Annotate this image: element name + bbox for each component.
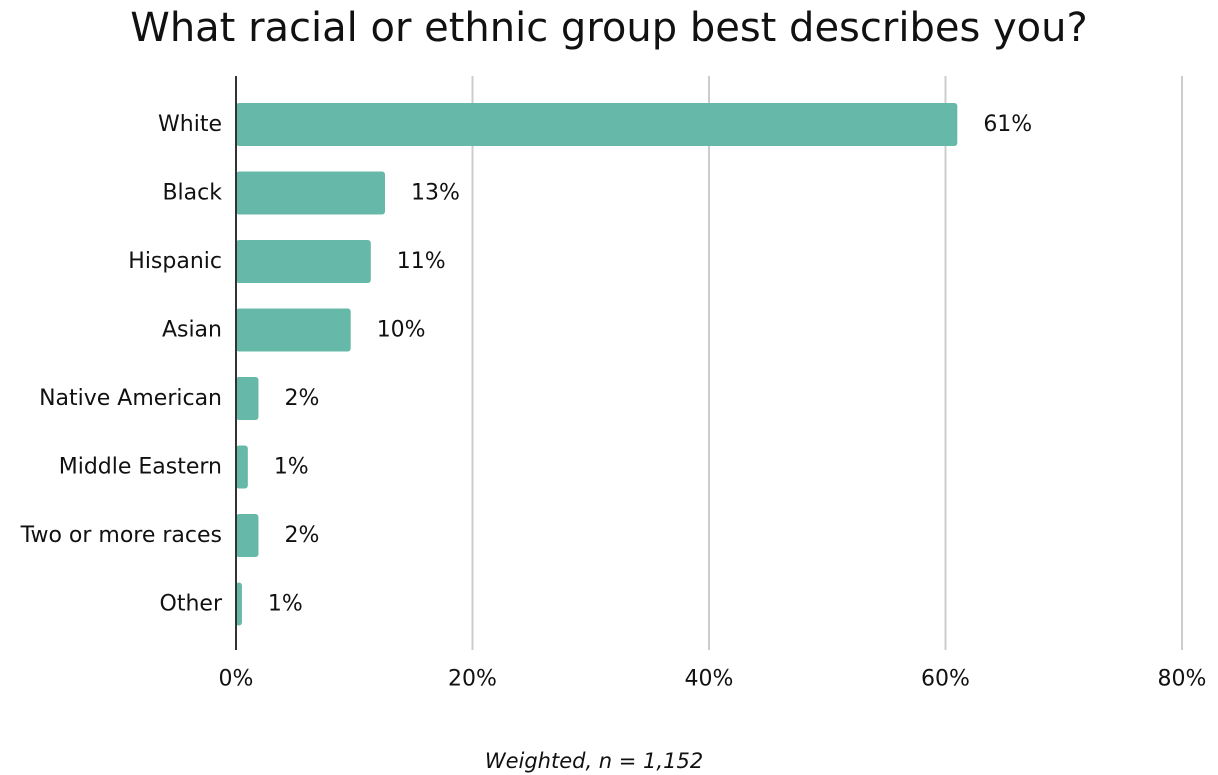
data-label: 1%	[268, 592, 303, 617]
bar	[236, 308, 351, 352]
category-label: Native American	[39, 386, 222, 411]
x-tick-label: 40%	[685, 667, 734, 692]
x-tick-label: 20%	[448, 667, 497, 692]
category-label: White	[158, 112, 222, 137]
chart-title: What racial or ethnic group best describ…	[130, 5, 1088, 51]
bar	[236, 103, 958, 146]
data-label: 1%	[274, 455, 309, 480]
data-label: 2%	[284, 386, 319, 411]
category-label: Asian	[162, 318, 222, 343]
bar	[236, 445, 248, 489]
x-tick-label: 0%	[219, 667, 254, 692]
bar	[236, 582, 242, 626]
bar	[236, 240, 371, 283]
category-label: Other	[160, 592, 223, 617]
data-label: 11%	[397, 249, 446, 274]
data-label: 13%	[411, 181, 460, 206]
bar	[236, 377, 259, 420]
x-tick-label: 80%	[1158, 667, 1207, 692]
category-label: Middle Eastern	[59, 455, 222, 480]
category-label: Hispanic	[128, 249, 222, 274]
data-label: 10%	[377, 318, 426, 343]
data-label: 61%	[983, 112, 1032, 137]
category-label: Two or more races	[20, 523, 222, 548]
bar	[236, 171, 385, 215]
category-label: Black	[162, 181, 222, 206]
data-label: 2%	[284, 523, 319, 548]
bar	[236, 514, 259, 557]
x-tick-label: 60%	[921, 667, 970, 692]
chart-footnote: Weighted, n = 1,152	[484, 749, 704, 773]
